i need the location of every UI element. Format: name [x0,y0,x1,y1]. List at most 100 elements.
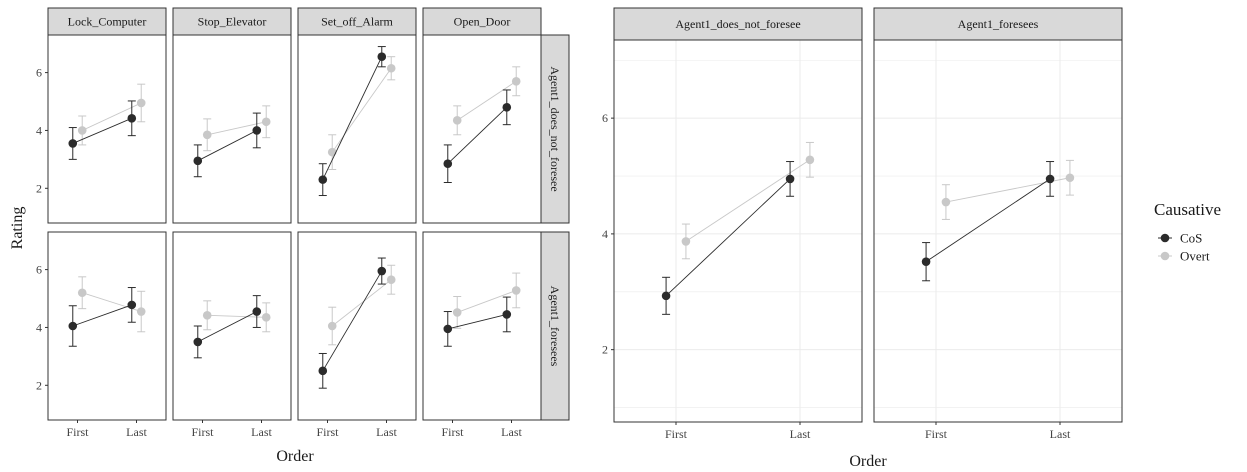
data-point [452,116,462,125]
y-tick-label: 2 [602,343,608,357]
panel-border [873,39,1123,423]
data-point [327,321,337,331]
panel-border [47,34,167,224]
series-line [331,279,392,327]
x-tick-label: First [316,425,339,439]
x-tick-label: First [665,427,688,441]
data-point [502,103,512,112]
data-point [805,155,815,165]
facet-strip-label: Open_Door [454,15,511,29]
series-line [72,304,132,327]
facet-strip [873,7,1123,41]
facet-panel: 2 4 6 [36,34,167,224]
facet-strip [613,7,863,41]
panel-background [298,35,416,223]
data-point [261,313,271,322]
facet-strip-label: Agent1_foresees [958,17,1039,31]
x-tick-label: First [191,425,214,439]
panel-border [297,231,417,421]
data-point [1065,173,1075,183]
x-axis-title: Order [276,448,314,465]
data-point [318,175,328,184]
facet-strip [422,7,542,36]
data-point [202,130,212,140]
series-line [665,178,791,297]
data-point [511,286,521,295]
y-tick-label: 2 [36,378,42,392]
x-tick-label: Last [790,427,811,441]
facet-panel: First Last [297,231,417,439]
data-point [77,288,87,298]
data-point [443,324,453,334]
data-point [511,76,521,86]
data-point [136,307,146,316]
data-point [261,117,271,127]
legend-item-label: CoS [1180,231,1202,246]
data-point [941,197,951,207]
panel-background [423,35,541,223]
data-point [68,139,78,148]
data-point [921,257,931,266]
legend: Causative CoS Overt [1154,200,1221,264]
data-point [77,126,87,135]
y-tick-label: 2 [36,181,42,195]
data-point [68,321,78,331]
y-tick-label: 4 [36,123,42,137]
data-point [136,98,146,108]
panel-background [614,40,862,422]
data-point [193,156,203,166]
data-point [377,266,387,276]
series-line [197,311,257,343]
facet-strip-label: Agent1_does_not_foresee [548,66,562,191]
data-point [327,147,337,157]
series-line [685,159,811,242]
y-tick-label: 6 [36,66,42,80]
data-point [502,310,512,319]
facet-strip-label: Agent1_does_not_foresee [675,17,800,31]
x-tick-label: Last [126,425,147,439]
legend-key-point [1160,233,1170,243]
facet-panel: First Last [873,39,1123,441]
data-point [377,52,387,61]
facet-panel: 2 4 6 First Last [36,231,167,439]
panel-background [874,40,1122,422]
facet-strip-label: Lock_Computer [68,15,147,29]
data-point [661,291,671,301]
y-axis-title: Rating [9,207,26,250]
data-point [443,159,453,169]
facet-panel: First Last [422,231,542,439]
x-tick-label: Last [376,425,397,439]
facet-strip-label: Set_off_Alarm [321,15,393,29]
panel-border [297,34,417,224]
panel-background [48,232,166,420]
panel-border [422,231,542,421]
facet-panel: First Last [172,231,292,439]
legend-key-point [1160,251,1170,261]
panel-border [172,231,292,421]
x-tick-label: Last [501,425,522,439]
data-point [127,113,137,123]
series-line [456,80,517,121]
series-line [322,270,383,372]
facet-strip [172,7,292,36]
x-tick-label: First [441,425,464,439]
panel-border [172,34,292,224]
panel-border [422,34,542,224]
facet-panel: 2 4 6 First Last [602,39,863,441]
y-tick-label: 6 [36,263,42,277]
data-point [193,337,203,347]
data-point [386,63,396,73]
x-tick-label: First [925,427,948,441]
facet-strip [540,34,570,224]
facet-strip [47,7,167,36]
panel-background [423,232,541,420]
series-line [322,56,383,180]
facet-strip-label: Agent1_foresees [548,286,562,367]
series-line [197,130,257,162]
x-axis-title: Order [849,453,887,470]
series-line [331,68,392,153]
series-line [72,117,132,144]
panel-border [613,39,863,423]
series-line [447,313,507,330]
